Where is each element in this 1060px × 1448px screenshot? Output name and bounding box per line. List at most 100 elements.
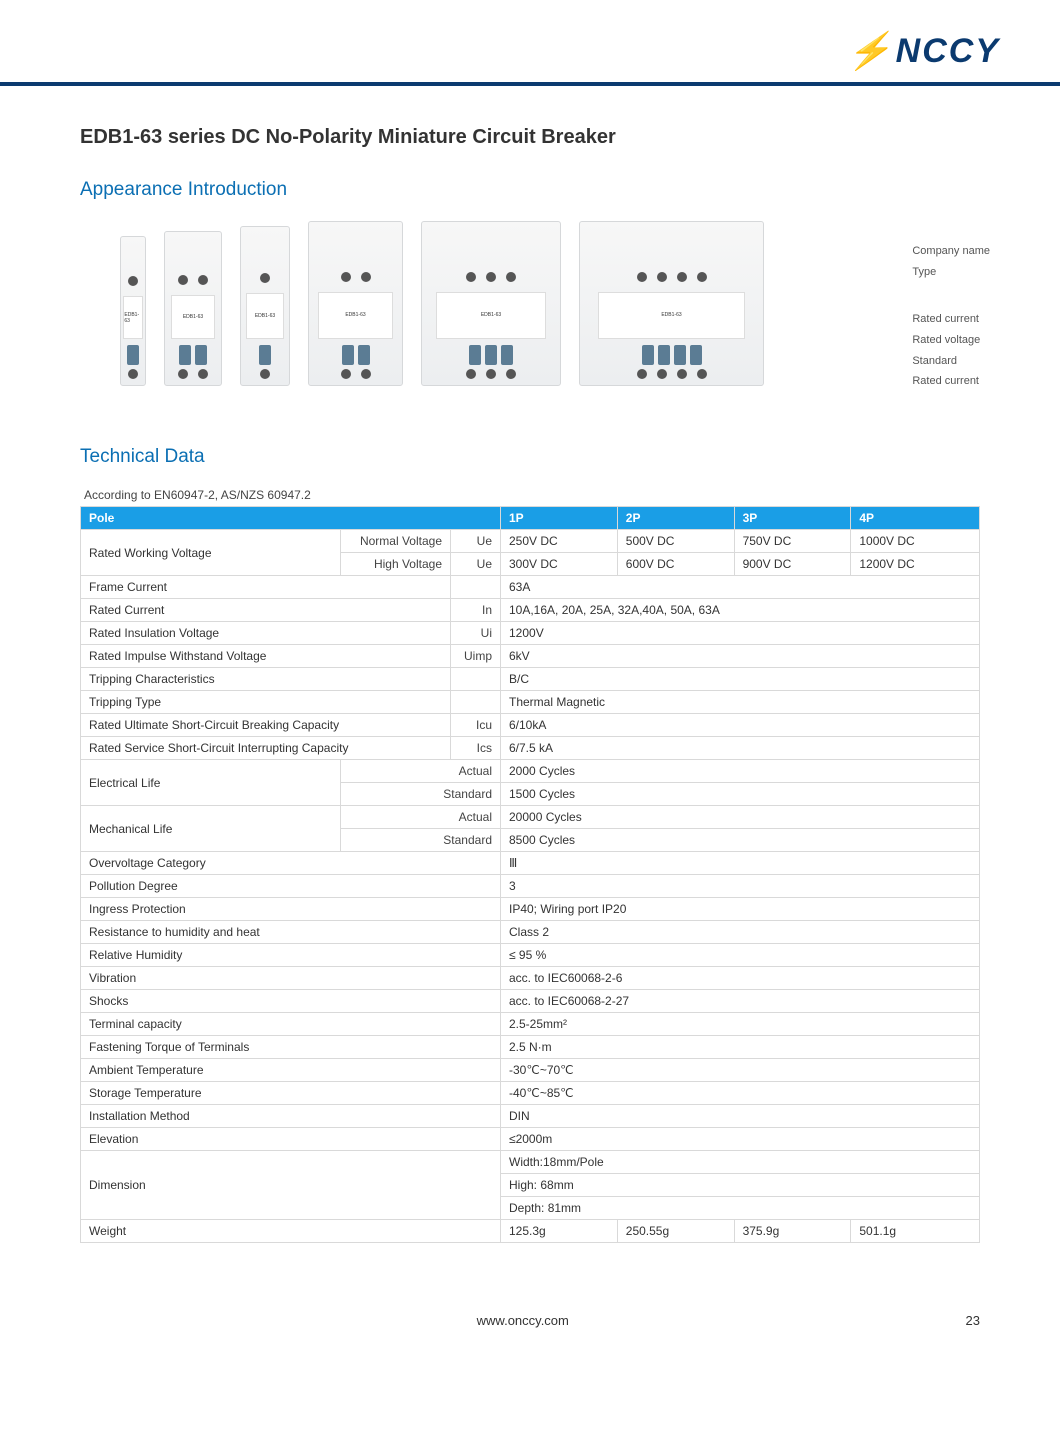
- standards-note: According to EN60947-2, AS/NZS 60947.2: [84, 488, 980, 502]
- th-1p: 1P: [501, 507, 618, 530]
- row-label: Frame Current: [81, 576, 451, 599]
- row-label: Tripping Type: [81, 691, 451, 714]
- cell: Width:18mm/Pole: [501, 1151, 980, 1174]
- row-label: Rated Current: [81, 599, 451, 622]
- row-label: Resistance to humidity and heat: [81, 921, 501, 944]
- cell: B/C: [501, 668, 980, 691]
- page-title: EDB1-63 series DC No-Polarity Miniature …: [80, 126, 980, 149]
- row-symbol: Uimp: [451, 645, 501, 668]
- breaker-illustration: EDB1-63: [240, 226, 290, 386]
- cell: 1200V: [501, 622, 980, 645]
- row-label: Weight: [81, 1220, 501, 1243]
- cell: Class 2: [501, 921, 980, 944]
- callout-standard: Standard: [912, 351, 990, 372]
- cell: Ⅲ: [501, 852, 980, 875]
- footer-page: 23: [966, 1313, 980, 1328]
- row-symbol: [451, 691, 501, 714]
- callout-rated-current-2: Rated current: [912, 371, 990, 392]
- cell: 1000V DC: [851, 530, 980, 553]
- row-label: Dimension: [81, 1151, 501, 1220]
- cell: 300V DC: [501, 553, 618, 576]
- appearance-row: EDB1-63EDB1-63EDB1-63EDB1-63EDB1-63EDB1-…: [80, 221, 980, 386]
- cell: -40℃~85℃: [501, 1082, 980, 1105]
- cell: 900V DC: [734, 553, 851, 576]
- row-label: Rated Ultimate Short-Circuit Breaking Ca…: [81, 714, 451, 737]
- cell: 1200V DC: [851, 553, 980, 576]
- breaker-illustration: EDB1-63: [421, 221, 561, 386]
- th-3p: 3P: [734, 507, 851, 530]
- cell: 6/7.5 kA: [501, 737, 980, 760]
- row-label: Pollution Degree: [81, 875, 501, 898]
- cell: 500V DC: [617, 530, 734, 553]
- cell: 10A,16A, 20A, 25A, 32A,40A, 50A, 63A: [501, 599, 980, 622]
- cell: 1500 Cycles: [501, 783, 980, 806]
- breaker-illustration: EDB1-63: [579, 221, 764, 386]
- th-2p: 2P: [617, 507, 734, 530]
- cell: 2.5 N·m: [501, 1036, 980, 1059]
- cell: -30℃~70℃: [501, 1059, 980, 1082]
- row-label: Shocks: [81, 990, 501, 1013]
- cell: 6/10kA: [501, 714, 980, 737]
- cell: IP40; Wiring port IP20: [501, 898, 980, 921]
- row-label: Relative Humidity: [81, 944, 501, 967]
- row-label: Rated Working Voltage: [81, 530, 341, 576]
- row-symbol: Ue: [451, 553, 501, 576]
- cell: 6kV: [501, 645, 980, 668]
- row-symbol: Ics: [451, 737, 501, 760]
- cell: 8500 Cycles: [501, 829, 980, 852]
- cell: Depth: 81mm: [501, 1197, 980, 1220]
- row-label: Installation Method: [81, 1105, 501, 1128]
- row-label: Fastening Torque of Terminals: [81, 1036, 501, 1059]
- technical-table: Pole 1P 2P 3P 4P Rated Working Voltage N…: [80, 506, 980, 1243]
- cell: Thermal Magnetic: [501, 691, 980, 714]
- callout-type: Type: [912, 262, 990, 283]
- cell: ≤2000m: [501, 1128, 980, 1151]
- row-sublabel: Actual: [341, 806, 501, 829]
- cell: 2.5-25mm²: [501, 1013, 980, 1036]
- row-label: Elevation: [81, 1128, 501, 1151]
- row-label: Electrical Life: [81, 760, 341, 806]
- row-label: Ambient Temperature: [81, 1059, 501, 1082]
- callout-rated-voltage: Rated voltage: [912, 330, 990, 351]
- cell: acc. to IEC60068-2-6: [501, 967, 980, 990]
- cell: 600V DC: [617, 553, 734, 576]
- row-symbol: In: [451, 599, 501, 622]
- cell: ≤ 95 %: [501, 944, 980, 967]
- row-symbol: Ui: [451, 622, 501, 645]
- cell: 125.3g: [501, 1220, 618, 1243]
- bolt-icon: ⚡: [847, 30, 894, 72]
- callout-labels: Company name Type Rated current Rated vo…: [912, 241, 990, 392]
- row-sublabel: High Voltage: [341, 553, 451, 576]
- breaker-illustration: EDB1-63: [164, 231, 222, 386]
- row-label: Storage Temperature: [81, 1082, 501, 1105]
- cell: 20000 Cycles: [501, 806, 980, 829]
- row-symbol: Ue: [451, 530, 501, 553]
- footer-url: www.onccy.com: [80, 1313, 966, 1328]
- section-technical: Technical Data: [80, 446, 980, 468]
- row-symbol: Icu: [451, 714, 501, 737]
- th-pole: Pole: [81, 507, 501, 530]
- cell: 2000 Cycles: [501, 760, 980, 783]
- row-label: Rated Impulse Withstand Voltage: [81, 645, 451, 668]
- row-sublabel: Actual: [341, 760, 501, 783]
- brand-text: NCCY: [896, 32, 1000, 71]
- callout-rated-current: Rated current: [912, 309, 990, 330]
- cell: High: 68mm: [501, 1174, 980, 1197]
- cell: DIN: [501, 1105, 980, 1128]
- row-label: Ingress Protection: [81, 898, 501, 921]
- footer: www.onccy.com 23: [0, 1273, 1060, 1368]
- breaker-illustration: EDB1-63: [308, 221, 403, 386]
- cell: 250V DC: [501, 530, 618, 553]
- row-label: Tripping Characteristics: [81, 668, 451, 691]
- row-label: Vibration: [81, 967, 501, 990]
- cell: 63A: [501, 576, 980, 599]
- row-label: Mechanical Life: [81, 806, 341, 852]
- row-label: Rated Service Short-Circuit Interrupting…: [81, 737, 451, 760]
- cell: acc. to IEC60068-2-27: [501, 990, 980, 1013]
- cell: 375.9g: [734, 1220, 851, 1243]
- cell: 3: [501, 875, 980, 898]
- row-sublabel: Standard: [341, 829, 501, 852]
- row-symbol: [451, 576, 501, 599]
- cell: 250.55g: [617, 1220, 734, 1243]
- brand-logo: ⚡NCCY: [847, 30, 1000, 72]
